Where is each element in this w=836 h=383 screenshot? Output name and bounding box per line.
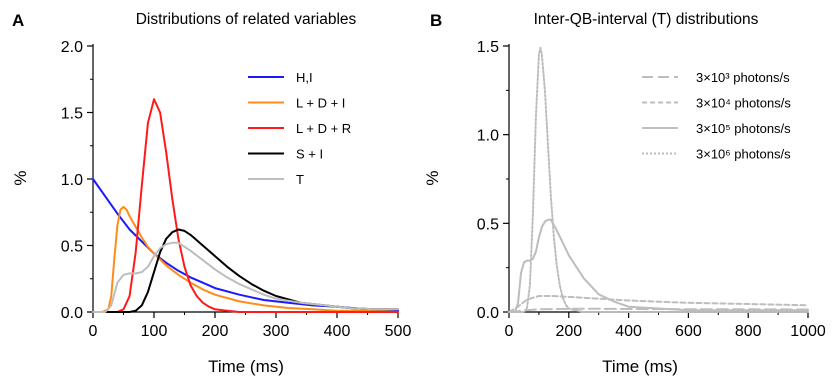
panel-b-plot-area: 0 200 400 600 800 1000 0.0 0.5 1.0 1.5 3×10³ photo… bbox=[477, 39, 826, 340]
panel-b-y-axis-label: % bbox=[423, 170, 442, 185]
panel-a-title: Distributions of related variables bbox=[136, 11, 357, 28]
panel-a-x-tick-label: 300 bbox=[263, 323, 290, 340]
panel-a-series-line-t bbox=[92, 241, 399, 313]
panel-b-chart: B Inter-QB-interval (T) distributions Ti… bbox=[423, 11, 826, 376]
panel-a-y-tick-label: 0.0 bbox=[61, 305, 83, 322]
panel-b-title: Inter-QB-interval (T) distributions bbox=[534, 11, 759, 28]
panel-a-y-axis-label: % bbox=[11, 170, 30, 185]
panel-b-x-tick-label: 600 bbox=[675, 323, 702, 340]
panel-b-y-tick-label: 0.5 bbox=[477, 216, 499, 233]
panel-b-legend-label: 3×10³ photons/s bbox=[696, 70, 790, 85]
panel-b-series-line-3-10-photons-s bbox=[508, 295, 809, 313]
panel-a-label: A bbox=[12, 11, 24, 30]
panel-a-x-tick-label: 0 bbox=[89, 323, 98, 340]
panel-b-series-line-3-10-photons-s bbox=[508, 218, 809, 313]
panel-a-series-line-s-i bbox=[92, 228, 399, 313]
panel-b-legend-label: 3×10⁵ photons/s bbox=[696, 121, 791, 136]
panel-a-x-tick-label: 400 bbox=[324, 323, 351, 340]
panel-a-y-tick-label: 1.5 bbox=[61, 106, 83, 123]
panel-b-legend-label: 3×10⁶ photons/s bbox=[696, 147, 791, 162]
panel-a-series-line-h-i bbox=[92, 178, 399, 312]
panel-b-series-line-3-10-photons-s bbox=[508, 46, 809, 313]
panel-b-x-axis-label: Time (ms) bbox=[602, 357, 678, 376]
panel-b-legend-label: 3×10⁴ photons/s bbox=[696, 96, 791, 111]
panel-a-x-axis-label: Time (ms) bbox=[208, 357, 284, 376]
panel-a-x-tick-label: 500 bbox=[385, 323, 412, 340]
panel-a-legend-label: S + I bbox=[296, 147, 323, 162]
panel-b-legend: 3×10³ photons/s 3×10⁴ photons/s 3×10⁵ phot… bbox=[642, 70, 791, 162]
panel-a-legend-label: H,I bbox=[296, 70, 313, 85]
panel-a-legend: H,I L + D + I L + D + R S + I T bbox=[248, 70, 351, 187]
panel-a-series-line-l-d-r bbox=[92, 98, 399, 313]
panel-a-series-line-l-d-i bbox=[92, 205, 399, 313]
panel-a-legend-label: T bbox=[296, 172, 304, 187]
panel-a-y-tick-label: 0.5 bbox=[61, 239, 83, 256]
panel-a-legend-label: L + D + I bbox=[296, 96, 345, 111]
panel-a-y-tick-label: 1.0 bbox=[61, 172, 83, 189]
panel-b-y-tick-label: 1.0 bbox=[477, 128, 499, 145]
panel-b-y-tick-label: 1.5 bbox=[477, 39, 499, 56]
panel-a-x-tick-label: 200 bbox=[202, 323, 229, 340]
panel-a-chart: A Distributions of related variables Tim… bbox=[11, 11, 411, 376]
panel-b-label: B bbox=[430, 11, 442, 30]
panel-b-x-tick-label: 200 bbox=[555, 323, 582, 340]
panel-a-x-tick-label: 100 bbox=[141, 323, 168, 340]
panel-b-x-tick-label: 800 bbox=[735, 323, 762, 340]
panel-b-y-tick-label: 0.0 bbox=[477, 305, 499, 322]
panel-a-plot-area: 0 100 200 300 400 500 0.0 0.5 1.0 1.5 2.0 H,I L + D … bbox=[61, 39, 412, 340]
panel-a-legend-label: L + D + R bbox=[296, 121, 351, 136]
panel-b-x-tick-label: 400 bbox=[615, 323, 642, 340]
panel-b-x-tick-label: 1000 bbox=[790, 323, 826, 340]
panel-b-x-tick-label: 0 bbox=[505, 323, 514, 340]
panel-a-y-tick-label: 2.0 bbox=[61, 39, 83, 56]
